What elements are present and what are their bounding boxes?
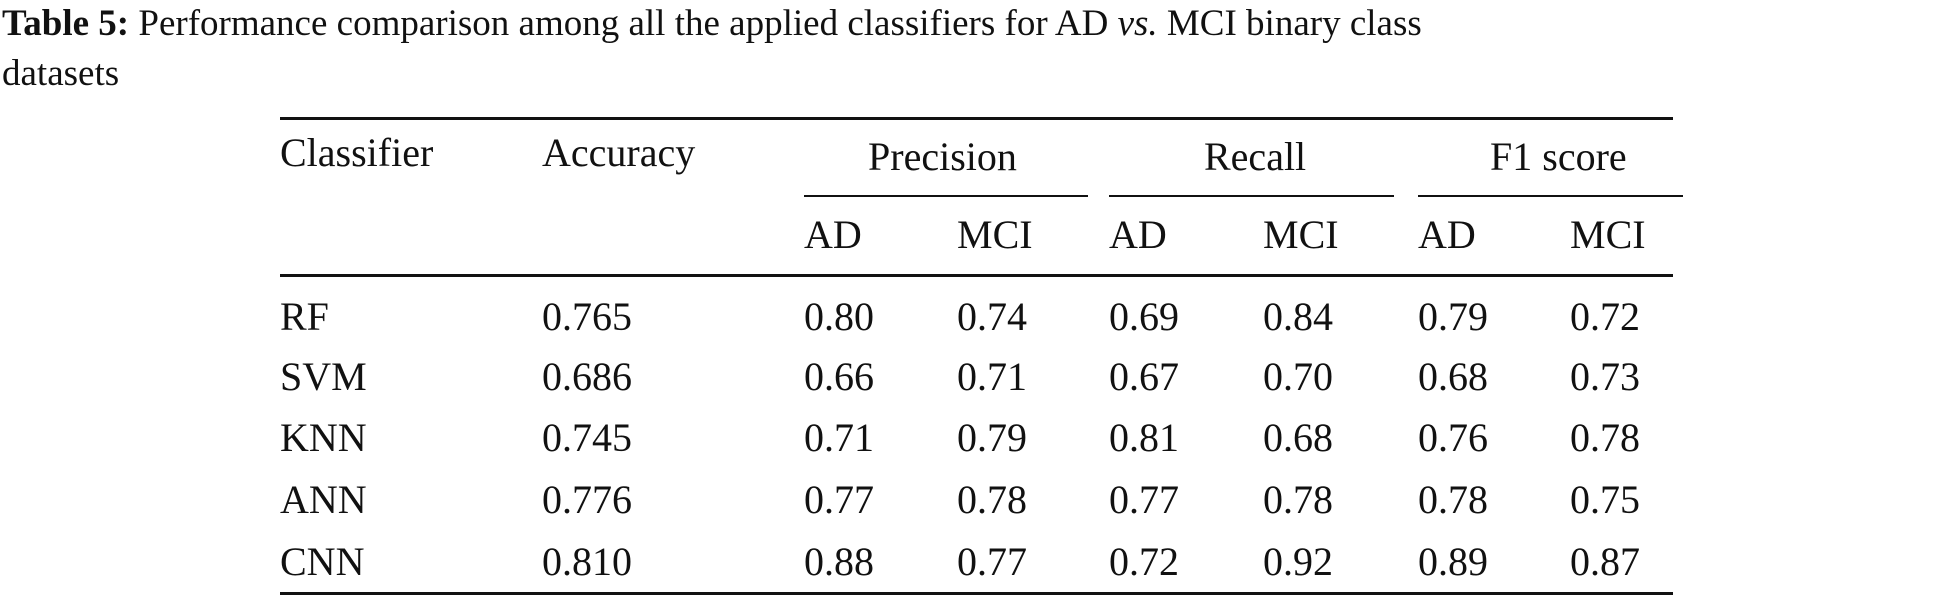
table-cell: 0.68 xyxy=(1418,354,1488,399)
top-rule xyxy=(280,117,1673,120)
table-cell: 0.71 xyxy=(804,415,874,460)
mid-rule xyxy=(280,274,1673,277)
table-cell: 0.68 xyxy=(1263,415,1333,460)
table-cell: 0.81 xyxy=(1109,415,1179,460)
bottom-rule xyxy=(280,592,1673,595)
table-cell: 0.70 xyxy=(1263,354,1333,399)
classifier-name: RF xyxy=(280,294,329,339)
subheader-mci: MCI xyxy=(957,212,1033,257)
table-cell: 0.76 xyxy=(1418,415,1488,460)
table-cell: 0.87 xyxy=(1570,539,1640,584)
table-cell: 0.72 xyxy=(1570,294,1640,339)
caption-label: Table 5: xyxy=(2,3,130,44)
table-cell: 0.78 xyxy=(957,477,1027,522)
table-cell: 0.88 xyxy=(804,539,874,584)
table-cell: 0.77 xyxy=(804,477,874,522)
table-cell: 0.69 xyxy=(1109,294,1179,339)
header-classifier: Classifier xyxy=(280,130,434,175)
f1-subrule xyxy=(1418,195,1683,197)
header-precision: Precision xyxy=(868,134,1017,179)
table-cell: 0.78 xyxy=(1263,477,1333,522)
caption-text-end: MCI binary class xyxy=(1157,3,1422,44)
classifier-name: SVM xyxy=(280,354,367,399)
table-cell: 0.92 xyxy=(1263,539,1333,584)
classifier-name: ANN xyxy=(280,477,367,522)
table-cell: 0.80 xyxy=(804,294,874,339)
classifier-name: CNN xyxy=(280,539,365,584)
table-cell: 0.765 xyxy=(542,294,632,339)
table-cell: 0.745 xyxy=(542,415,632,460)
table-cell: 0.74 xyxy=(957,294,1027,339)
table-cell: 0.79 xyxy=(1418,294,1488,339)
caption-text: Performance comparison among all the app… xyxy=(129,3,1118,44)
header-f1: F1 score xyxy=(1490,134,1627,179)
subheader-ad: AD xyxy=(1109,212,1167,257)
recall-subrule xyxy=(1109,195,1394,197)
table-cell: 0.75 xyxy=(1570,477,1640,522)
table-cell: 0.78 xyxy=(1570,415,1640,460)
table-cell: 0.77 xyxy=(1109,477,1179,522)
table-caption: Table 5: Performance comparison among al… xyxy=(2,2,1422,46)
table-cell: 0.72 xyxy=(1109,539,1179,584)
table-cell: 0.78 xyxy=(1418,477,1488,522)
subheader-mci: MCI xyxy=(1263,212,1339,257)
table-cell: 0.66 xyxy=(804,354,874,399)
header-accuracy: Accuracy xyxy=(542,130,696,175)
table-cell: 0.77 xyxy=(957,539,1027,584)
header-recall: Recall xyxy=(1204,134,1307,179)
precision-subrule xyxy=(804,195,1088,197)
subheader-mci: MCI xyxy=(1570,212,1646,257)
classifier-name: KNN xyxy=(280,415,367,460)
table-cell: 0.89 xyxy=(1418,539,1488,584)
caption-vs: vs. xyxy=(1117,3,1158,44)
caption-line2: datasets xyxy=(2,53,120,94)
subheader-ad: AD xyxy=(1418,212,1476,257)
table-cell: 0.79 xyxy=(957,415,1027,460)
table-cell: 0.776 xyxy=(542,477,632,522)
table-cell: 0.810 xyxy=(542,539,632,584)
subheader-ad: AD xyxy=(804,212,862,257)
table-cell: 0.73 xyxy=(1570,354,1640,399)
table-cell: 0.71 xyxy=(957,354,1027,399)
table-cell: 0.686 xyxy=(542,354,632,399)
table-cell: 0.67 xyxy=(1109,354,1179,399)
table-cell: 0.84 xyxy=(1263,294,1333,339)
